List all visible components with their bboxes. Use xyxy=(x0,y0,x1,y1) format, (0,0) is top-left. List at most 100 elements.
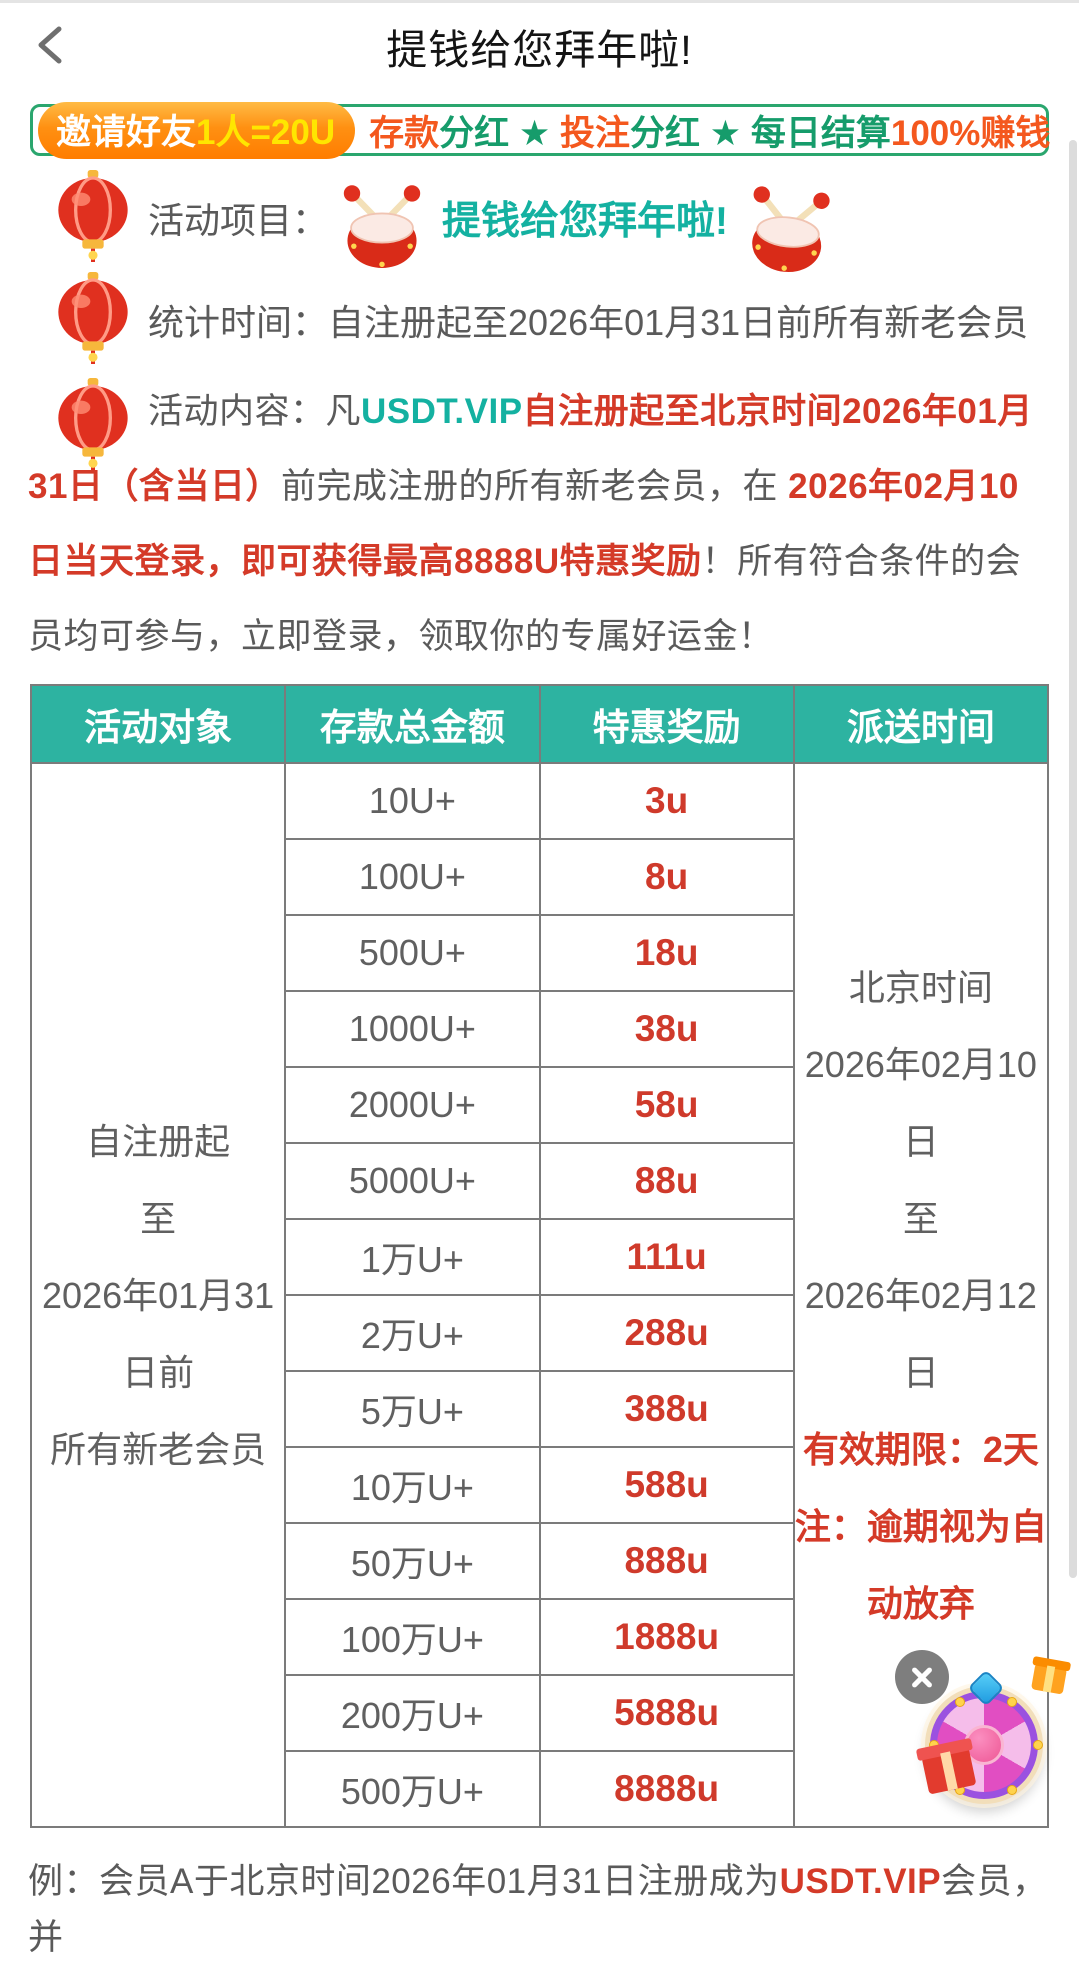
wheel-dot xyxy=(1007,1697,1017,1707)
text-segment: 自注册起至北京时间2026年01月31日（含当日） xyxy=(28,392,1033,506)
reward-cell: 588u xyxy=(538,1446,795,1524)
tier-table-body: 自注册起至 2026年01月31 日前所有新老会员 10U+ 3u 北京时间 2026年02… xyxy=(29,762,1050,1828)
delivery-line: 北京时间 xyxy=(848,966,993,1008)
project-label: 活动项目： xyxy=(148,200,329,241)
tier-row: 5000U+ 88u xyxy=(31,1142,1048,1220)
text-segment: 存款 xyxy=(369,113,440,153)
text-segment: ★ xyxy=(700,113,751,153)
audience-line: 2026年01月31 xyxy=(42,1274,275,1316)
reward-cell: 888u xyxy=(538,1522,795,1600)
reward-table: 活动对象 存款总金额 特惠奖励 派送时间 自注册起至 2026年01月31 日前所有… xyxy=(29,684,1050,1828)
reward-cell: 58u xyxy=(538,1066,795,1144)
close-widget-button[interactable] xyxy=(895,1650,949,1704)
text-segment: 前完成注册的所有新老会员，在 xyxy=(280,467,789,506)
header-row: 活动对象 存款总金额 特惠奖励 派送时间 xyxy=(29,684,1050,764)
audience-line: 至 xyxy=(140,1197,177,1239)
tier-row: 500U+ 18u xyxy=(31,914,1048,992)
reward-cell: 3u xyxy=(538,762,795,840)
audience-line: 自注册起 xyxy=(86,1120,231,1162)
text-segment: 活动内容：凡 xyxy=(148,392,362,431)
delivery-line: 2026年02月12 xyxy=(804,1274,1037,1316)
deposit-cell: 10U+ xyxy=(284,762,541,840)
tier-row: 100万U+ 1888u xyxy=(31,1598,1048,1676)
delivery-note-line: 有效期限：2天 xyxy=(802,1428,1039,1470)
tier-row: 自注册起至 2026年01月31 日前所有新老会员 10U+ 3u 北京时间 2026年02… xyxy=(29,762,1050,1828)
app-header: 提钱给您拜年啦! xyxy=(0,0,1079,88)
audience-line: 日前 xyxy=(122,1351,195,1393)
invite-pill: 邀请好友 1人=20U xyxy=(38,101,356,159)
deposit-cell: 2万U+ xyxy=(284,1294,541,1372)
wheel-dot xyxy=(955,1697,965,1707)
deposit-cell: 1000U+ xyxy=(284,990,541,1068)
banner-marquee-text: 存款分红 ★ 投注分红 ★ 每日结算100%赚钱 xyxy=(369,105,1050,156)
tier-row: 5万U+ 388u xyxy=(31,1370,1048,1448)
reward-cell: 388u xyxy=(538,1370,795,1448)
wheel-dot xyxy=(1033,1740,1043,1750)
lantern-icon xyxy=(58,272,128,364)
text-segment: 100%赚钱 xyxy=(890,113,1051,153)
text-segment: ★ xyxy=(509,113,560,153)
lantern-icon xyxy=(58,170,128,262)
audience-cell: 自注册起至 2026年01月31 日前所有新老会员 xyxy=(29,762,287,1828)
col-header-reward: 特惠奖励 xyxy=(538,684,795,764)
text-segment: ！所有符合条件的会员均可参与，立即登录，领取你的专属好运金！ xyxy=(28,542,1022,656)
tier-row: 200万U+ 5888u xyxy=(31,1674,1048,1752)
deposit-cell: 10万U+ xyxy=(284,1446,541,1524)
reward-cell: 111u xyxy=(538,1218,795,1296)
tier-row: 500万U+ 8888u xyxy=(31,1750,1048,1828)
text-segment: USDT.VIP xyxy=(361,392,523,431)
delivery-note-line: 注：逾期视为自 xyxy=(794,1505,1047,1547)
back-button[interactable] xyxy=(24,17,76,73)
delivery-line: 至 xyxy=(902,1197,939,1239)
deposit-cell: 200万U+ xyxy=(284,1674,541,1752)
tier-row: 2000U+ 58u xyxy=(31,1066,1048,1144)
delivery-note-line: 动放弃 xyxy=(866,1582,975,1624)
deposit-cell: 1万U+ xyxy=(284,1218,541,1296)
lantern-icon xyxy=(58,378,128,470)
reward-cell: 8u xyxy=(538,838,795,916)
text-segment: 投注 xyxy=(560,113,631,153)
example-text: 例：会员A于北京时间2026年01月31日注册成为USDT.VIP会员，并 xyxy=(28,1854,1051,1966)
text-segment: 分红 xyxy=(439,113,510,153)
content-row: 活动内容：凡USDT.VIP自注册起至北京时间2026年01月31日（含当日）前… xyxy=(0,374,1079,674)
deposit-cell: 5万U+ xyxy=(284,1370,541,1448)
text-segment: 分红 xyxy=(630,113,701,153)
tier-row: 100U+ 8u xyxy=(31,838,1048,916)
col-header-delivery: 派送时间 xyxy=(792,684,1050,764)
deposit-cell: 5000U+ xyxy=(284,1142,541,1220)
reward-table-head: 活动对象 存款总金额 特惠奖励 派送时间 xyxy=(29,684,1050,764)
text-segment: 2026年02月10日当天登录，即可获得最高8888U特惠奖励 xyxy=(28,467,1019,581)
drum-icon xyxy=(752,186,830,273)
deposit-cell: 50万U+ xyxy=(284,1522,541,1600)
gift-ribbon xyxy=(940,1751,958,1791)
content-paragraph: 活动内容：凡USDT.VIP自注册起至北京时间2026年01月31日（含当日）前… xyxy=(28,374,1051,674)
back-chevron-icon xyxy=(38,26,62,64)
tier-row: 1000U+ 38u xyxy=(31,990,1048,1068)
reward-cell: 38u xyxy=(538,990,795,1068)
delivery-line: 日 xyxy=(902,1120,939,1162)
page-title: 提钱给您拜年啦! xyxy=(386,26,693,73)
invite-pill-label: 邀请好友 xyxy=(56,112,197,152)
promo-banner[interactable]: 邀请好友 1人=20U 存款分红 ★ 投注分红 ★ 每日结算100%赚钱 xyxy=(30,101,1050,159)
scrollbar-thumb[interactable] xyxy=(1069,140,1077,1578)
reward-cell: 288u xyxy=(538,1294,795,1372)
reward-cell: 8888u xyxy=(538,1750,795,1828)
deposit-cell: 2000U+ xyxy=(284,1066,541,1144)
promo-float-widget xyxy=(893,1648,1073,1818)
stats-text: 统计时间：自注册起至2026年01月31日前所有新老会员 xyxy=(148,302,1029,343)
delivery-line: 日 xyxy=(902,1351,939,1393)
tier-row: 1万U+ 111u xyxy=(31,1218,1048,1296)
tier-row: 50万U+ 888u xyxy=(31,1522,1048,1600)
deposit-cell: 100万U+ xyxy=(284,1598,541,1676)
col-header-deposit: 存款总金额 xyxy=(284,684,541,764)
reward-cell: 5888u xyxy=(538,1674,795,1752)
deposit-cell: 500U+ xyxy=(284,914,541,992)
audience-line: 所有新老会员 xyxy=(50,1428,267,1470)
stats-row: 统计时间：自注册起至2026年01月31日前所有新老会员 xyxy=(0,272,1079,368)
reward-cell: 88u xyxy=(538,1142,795,1220)
drum-icon xyxy=(343,185,421,268)
deposit-cell: 100U+ xyxy=(284,838,541,916)
text-segment: USDT.VIP xyxy=(779,1862,942,1901)
wheel-dot xyxy=(1007,1785,1017,1795)
reward-cell: 1888u xyxy=(538,1598,795,1676)
